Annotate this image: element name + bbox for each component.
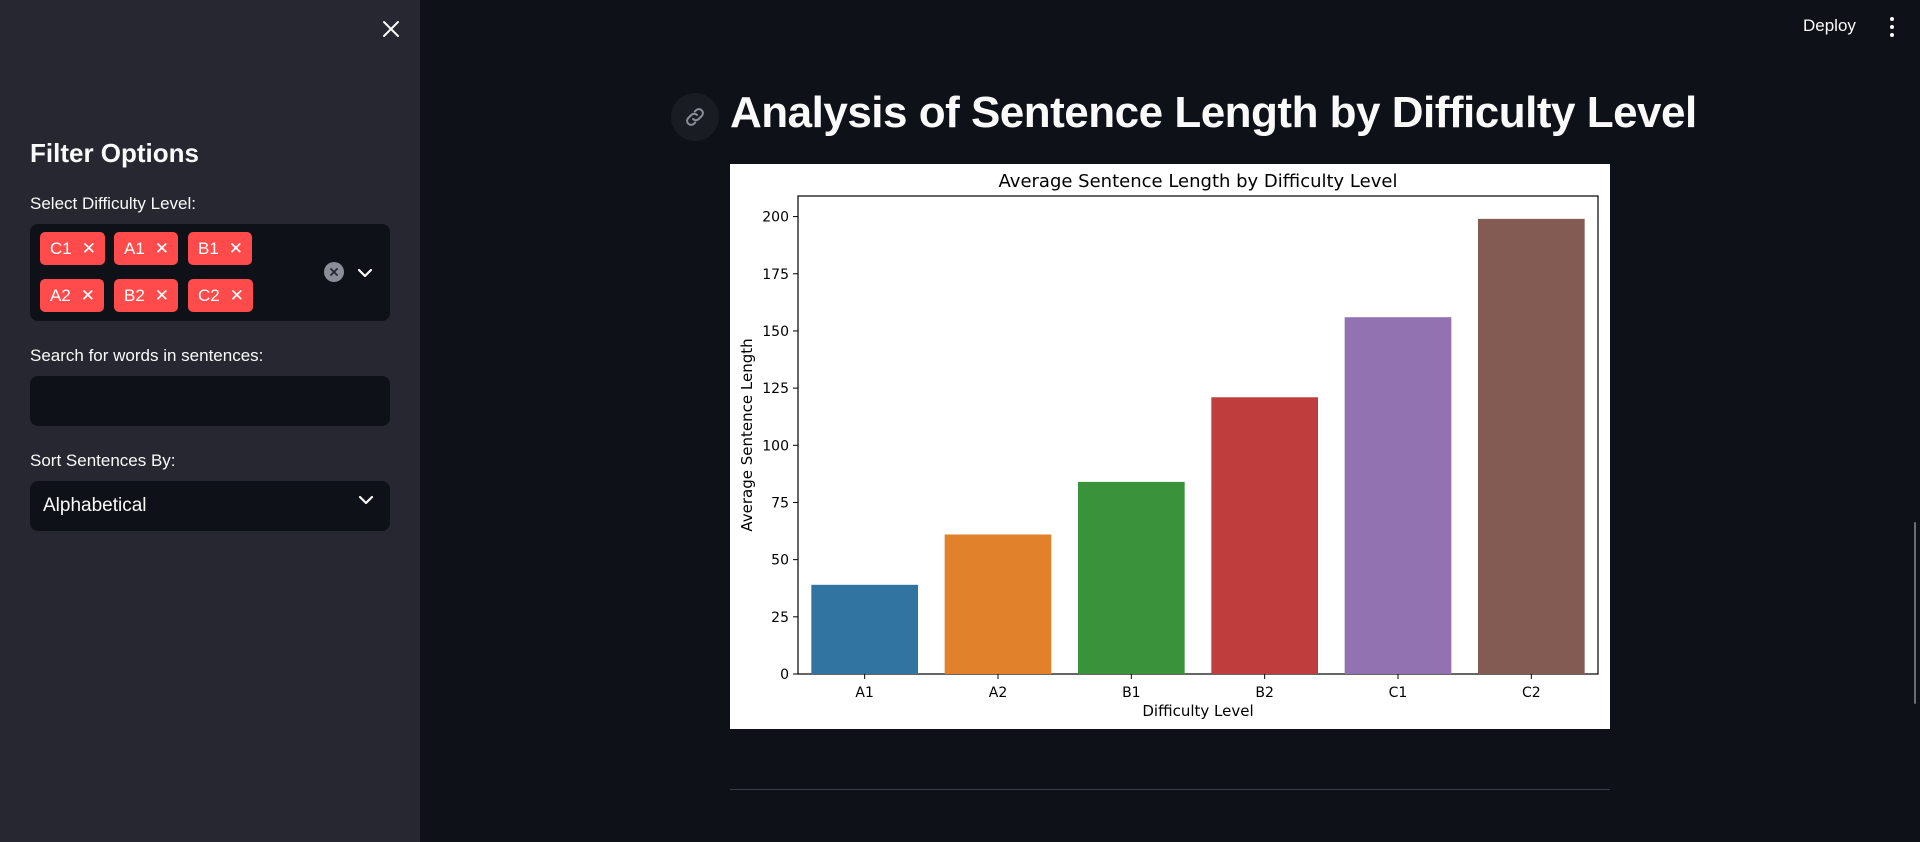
y-tick-label: 150 <box>762 324 789 340</box>
chart-svg: Average Sentence Length by Difficulty Le… <box>738 171 1599 720</box>
sort-select[interactable]: Alphabetical <box>30 481 390 531</box>
chart-title: Average Sentence Length by Difficulty Le… <box>999 171 1398 192</box>
tag-label: B2 <box>124 285 145 305</box>
sort-label: Sort Sentences By: <box>30 451 176 470</box>
close-icon <box>383 21 399 37</box>
x-axis: A1 A2 B1 B2 C1 C2 <box>855 674 1541 701</box>
search-input[interactable] <box>30 376 390 426</box>
bar-a2 <box>944 534 1052 674</box>
y-axis-label: Average Sentence Length <box>738 338 756 531</box>
tag-label: B1 <box>198 238 219 258</box>
vertical-dots-menu-icon <box>1890 17 1894 21</box>
tag-a2[interactable]: A2 ✕ <box>40 279 105 312</box>
difficulty-multiselect[interactable]: C1 ✕ A1 ✕ B1 ✕ A2 ✕ B2 ✕ C2 ✕ <box>30 224 390 321</box>
chevron-down-icon <box>358 495 374 505</box>
close-sidebar-button[interactable] <box>376 14 406 44</box>
y-tick-label: 100 <box>762 438 789 454</box>
bar-b2 <box>1211 397 1318 674</box>
tag-b1[interactable]: B1 ✕ <box>188 232 253 265</box>
y-tick-label: 50 <box>771 553 789 569</box>
search-label: Search for words in sentences: <box>30 346 264 365</box>
remove-tag-icon[interactable]: ✕ <box>81 239 96 258</box>
plot-area-frame <box>797 195 1599 675</box>
tag-label: A1 <box>124 238 145 258</box>
y-tick-label: 200 <box>762 210 789 226</box>
sidebar-title: Filter Options <box>30 138 199 168</box>
chevron-down-icon <box>357 268 373 278</box>
scrollbar[interactable] <box>1914 522 1916 704</box>
remove-tag-icon[interactable]: ✕ <box>154 239 170 258</box>
vertical-dots-menu-icon <box>1890 33 1894 37</box>
bar-b1 <box>1078 481 1185 674</box>
y-tick-label: 0 <box>780 667 789 683</box>
bar-c1 <box>1344 317 1452 674</box>
remove-tag-icon[interactable]: ✕ <box>154 286 170 305</box>
remove-tag-icon[interactable]: ✕ <box>80 286 96 305</box>
deploy-button[interactable]: Deploy <box>1803 16 1856 35</box>
y-tick-label: 125 <box>762 381 789 397</box>
difficulty-label: Select Difficulty Level: <box>30 194 196 213</box>
bar-a1 <box>811 584 918 674</box>
clear-all-button[interactable] <box>324 262 344 282</box>
tag-c1[interactable]: C1 ✕ <box>40 232 105 265</box>
vertical-dots-menu-icon <box>1890 25 1894 29</box>
clear-all-icon <box>330 268 338 276</box>
x-tick-label: A2 <box>989 685 1007 701</box>
x-tick-label: C2 <box>1522 685 1541 701</box>
link-icon <box>686 108 704 126</box>
page-title: Analysis of Sentence Length by Difficult… <box>730 88 1697 137</box>
bars <box>811 218 1585 674</box>
divider <box>730 789 1610 790</box>
remove-tag-icon[interactable]: ✕ <box>229 286 244 305</box>
title-anchor-link[interactable] <box>671 93 719 141</box>
y-tick-label: 25 <box>771 610 789 626</box>
tag-c2[interactable]: C2 ✕ <box>188 279 253 312</box>
main-menu-button[interactable] <box>1882 14 1902 40</box>
y-axis: 0 25 50 75 100 125 150 175 200 <box>762 210 798 683</box>
x-tick-label: A1 <box>855 685 873 701</box>
y-tick-label: 75 <box>771 495 789 511</box>
sort-select-value: Alphabetical <box>43 495 147 516</box>
bar-c2 <box>1478 218 1585 674</box>
tag-label: C1 <box>50 238 72 258</box>
tag-label: A2 <box>50 285 71 305</box>
x-tick-label: B2 <box>1255 685 1274 701</box>
x-axis-label: Difficulty Level <box>1142 702 1253 720</box>
bar-chart: Average Sentence Length by Difficulty Le… <box>730 164 1610 729</box>
tag-label: C2 <box>198 285 220 305</box>
y-tick-label: 175 <box>762 267 789 283</box>
sidebar: Filter Options Select Difficulty Level: … <box>0 0 420 842</box>
x-tick-label: C1 <box>1389 685 1408 701</box>
tag-a1[interactable]: A1 ✕ <box>114 232 179 265</box>
multiselect-dropdown-button[interactable] <box>354 262 376 284</box>
remove-tag-icon[interactable]: ✕ <box>228 239 244 258</box>
x-tick-label: B1 <box>1122 685 1141 701</box>
tag-b2[interactable]: B2 ✕ <box>114 279 179 312</box>
